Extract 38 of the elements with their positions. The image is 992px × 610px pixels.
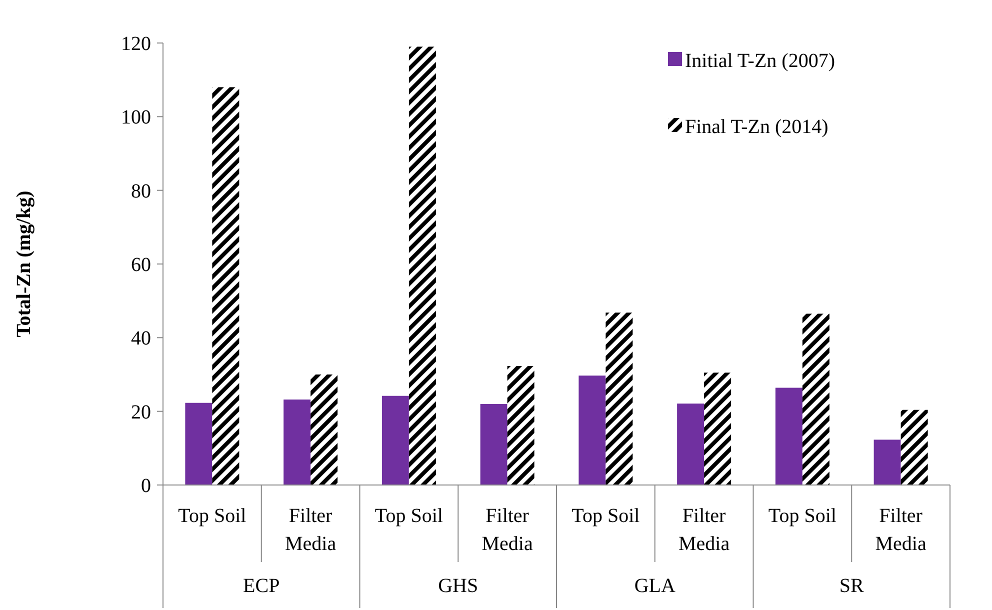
bar [802, 314, 830, 485]
bar [382, 396, 409, 485]
bar [480, 404, 508, 485]
text: GHS [438, 575, 478, 597]
y-tick-label: 100 [121, 106, 151, 129]
x-tick-label: Filter Media [285, 505, 336, 555]
bar [185, 402, 212, 485]
x-tick-label: Top Soil [178, 505, 247, 527]
legend-label: Final T-Zn (2014) [685, 116, 828, 138]
bar [606, 312, 633, 485]
x-tick-label: Filter Media [875, 505, 926, 555]
x-tick-label: Top Soil [768, 505, 837, 527]
bar [507, 366, 534, 485]
legend-label: Initial T-Zn (2007) [685, 50, 835, 72]
bar [874, 440, 901, 485]
x-tick-label: Top Soil [572, 505, 640, 527]
bar [310, 374, 338, 485]
bar [578, 376, 606, 485]
bar [284, 400, 311, 485]
text: GLA [634, 575, 676, 597]
x-tick-label: Filter Media [678, 505, 730, 555]
bar [408, 46, 436, 485]
y-tick-label: 0 [141, 475, 151, 497]
y-tick-label: 120 [121, 33, 151, 55]
bar [212, 87, 240, 485]
bar [775, 388, 802, 485]
bar [677, 404, 704, 485]
text: ECP [243, 575, 280, 597]
y-tick-label: 40 [131, 328, 151, 350]
y-tick-label: 80 [131, 180, 151, 202]
y-axis-title: Total-Zn (mg/kg) [13, 190, 35, 338]
y-tick-label: 20 [131, 401, 151, 424]
x-tick-label: Top Soil [374, 505, 444, 527]
x-tick-label: Filter Media [482, 505, 533, 555]
bar [900, 410, 928, 485]
y-tick-label: 60 [131, 254, 151, 276]
bar [704, 372, 732, 485]
text: SR [839, 575, 865, 597]
